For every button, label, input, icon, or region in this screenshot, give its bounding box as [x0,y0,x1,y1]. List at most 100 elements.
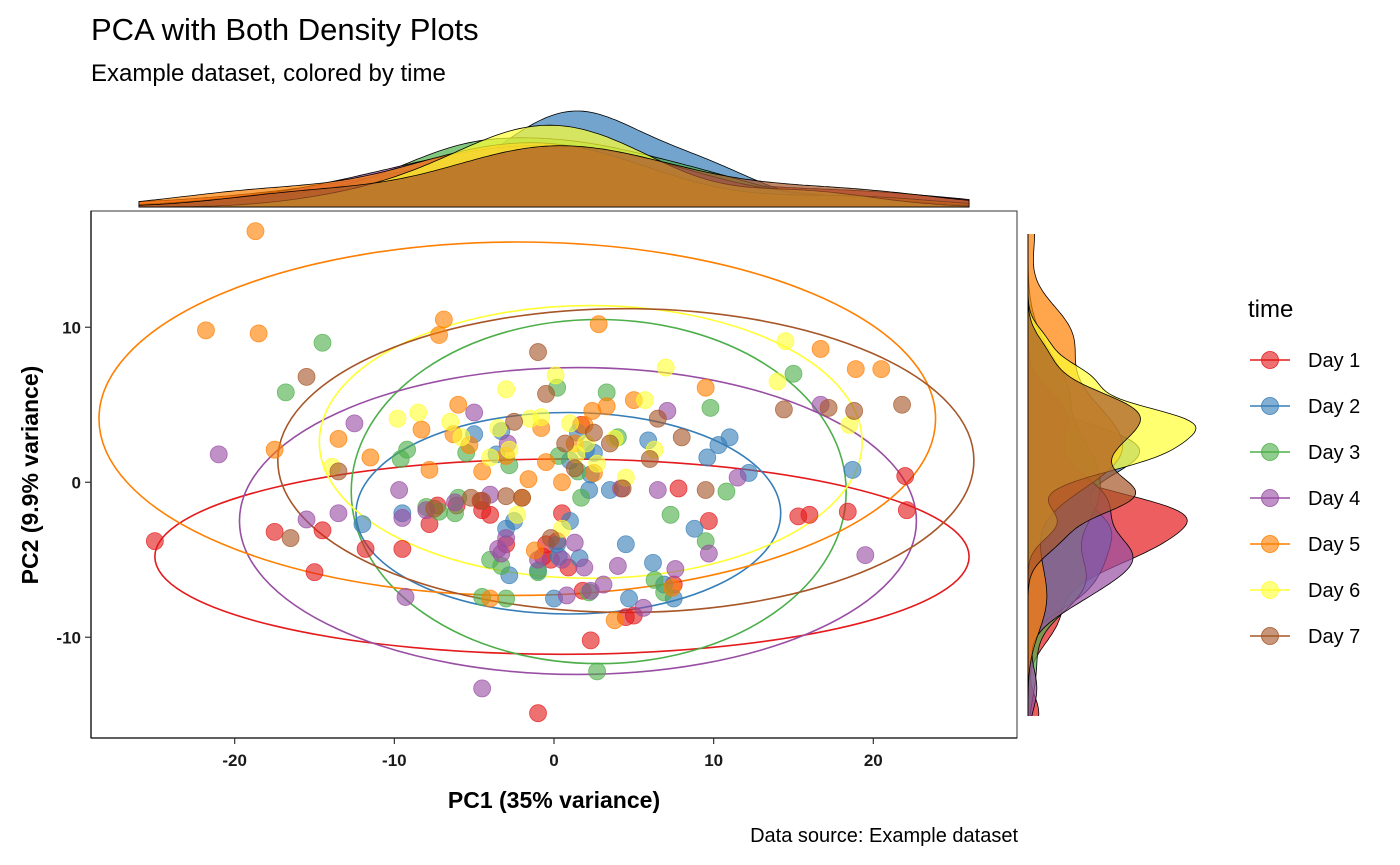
x-axis-title: PC1 (35% variance) [448,787,660,813]
ellipse-day-4 [238,366,918,676]
point-day-4 [329,504,348,523]
point-day-6 [409,403,428,422]
point-day-5 [434,310,453,329]
legend-label-day-1: Day 1 [1308,350,1360,372]
point-day-4 [648,481,667,499]
point-day-7 [775,400,793,419]
legend-label-day-3: Day 3 [1308,442,1360,464]
point-day-5 [519,470,538,489]
point-day-3 [398,440,417,459]
point-day-7 [819,398,838,417]
point-day-1 [669,479,688,498]
point-day-6 [500,440,519,459]
point-day-3 [313,333,332,352]
x-tick-label: 0 [549,751,558,770]
y-tick-label: 0 [72,473,81,492]
point-day-4 [856,546,875,564]
point-day-5 [473,462,492,481]
point-day-7 [600,434,619,453]
point-day-7 [565,459,584,478]
point-day-4 [699,544,718,563]
y-tick-label: 10 [62,318,81,337]
point-day-1 [305,563,324,582]
point-day-1 [529,704,547,723]
point-day-1 [145,532,164,551]
point-day-5 [537,453,555,472]
point-day-7 [505,412,523,431]
point-day-5 [589,315,608,334]
point-day-3 [276,383,295,402]
point-day-4 [565,533,584,552]
point-day-6 [656,358,675,377]
point-day-7 [513,488,531,507]
point-day-2 [616,535,635,554]
point-day-7 [672,428,691,447]
point-day-2 [698,448,717,467]
point-day-2 [353,515,372,533]
chart-caption: Data source: Example dataset [750,825,1018,847]
top-density-plot [138,110,970,208]
point-day-6 [481,448,500,467]
point-day-4 [489,540,508,558]
point-day-4 [209,445,228,464]
legend-key-point-day-4 [1261,489,1279,507]
point-day-4 [393,509,412,527]
legend-label-day-7: Day 7 [1308,626,1360,648]
point-day-1 [897,501,916,520]
point-day-7 [425,499,444,518]
point-day-6 [776,332,795,351]
point-day-5 [449,395,468,414]
y-axis-title: PC2 (9.9% variance) [17,366,43,585]
point-day-6 [561,414,579,433]
x-tick-label: 20 [864,751,883,770]
point-day-4 [446,493,464,512]
point-day-1 [838,502,857,521]
point-day-6 [546,366,565,385]
point-day-3 [572,488,591,507]
point-day-7 [297,367,316,386]
legend-key-point-day-7 [1261,627,1279,645]
point-day-5 [420,460,439,479]
point-day-5 [412,420,431,439]
point-day-3 [661,505,680,524]
point-day-7 [585,423,603,442]
point-day-2 [685,519,704,538]
legend-key-point-day-1 [1261,351,1279,369]
point-day-5 [246,222,265,241]
point-day-4 [666,560,685,578]
y-axis-ticks: -10 0 10 [56,318,91,647]
point-day-6 [532,408,551,427]
point-day-1 [699,512,718,530]
y-tick-label: -10 [56,628,81,647]
point-day-5 [265,440,284,459]
point-day-5 [481,589,500,608]
point-day-4 [297,510,316,529]
ellipse-day-5 [98,241,937,597]
x-tick-label: -10 [382,751,407,770]
point-day-2 [843,460,862,479]
point-day-5 [872,360,891,379]
point-day-3 [497,589,516,608]
chart-title: PCA with Both Density Plots [91,12,479,47]
point-day-7 [497,487,516,506]
point-day-3 [701,398,720,417]
right-density-plot [1027,234,1197,716]
point-day-7 [640,450,659,468]
legend-key-point-day-5 [1261,535,1279,553]
point-day-7 [529,343,547,361]
point-day-7 [845,402,864,420]
point-day-4 [553,550,571,569]
point-day-6 [508,505,527,524]
legend-label-day-5: Day 5 [1308,534,1360,556]
point-day-7 [893,395,911,414]
legend-key-point-day-3 [1261,443,1279,461]
point-day-4 [345,414,364,433]
point-day-5 [197,321,215,340]
point-day-1 [356,540,375,558]
chart-subtitle: Example dataset, colored by time [91,60,446,87]
point-day-7 [613,479,632,498]
point-day-4 [390,481,409,499]
point-day-6 [489,419,508,437]
point-day-4 [473,679,492,698]
